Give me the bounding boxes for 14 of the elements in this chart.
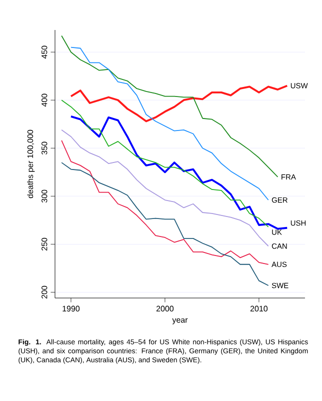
y-tick-label: 250	[42, 238, 48, 250]
x-tick-label: 2010	[250, 306, 268, 312]
x-axis-title: year	[172, 318, 188, 324]
x-tick-label: 2000	[156, 306, 174, 312]
y-tick-label: 450	[42, 46, 48, 59]
y-tick-label: 400	[42, 94, 48, 107]
y-tick-label: 200	[42, 286, 48, 298]
line-series	[61, 162, 269, 286]
y-axis-title: deaths per 100,000	[27, 130, 35, 198]
line-series	[61, 140, 269, 265]
y-tick-label: 350	[42, 142, 48, 155]
x-tick-label: 1990	[62, 306, 80, 312]
line-series	[61, 35, 278, 178]
y-tick-label: 300	[42, 190, 48, 203]
